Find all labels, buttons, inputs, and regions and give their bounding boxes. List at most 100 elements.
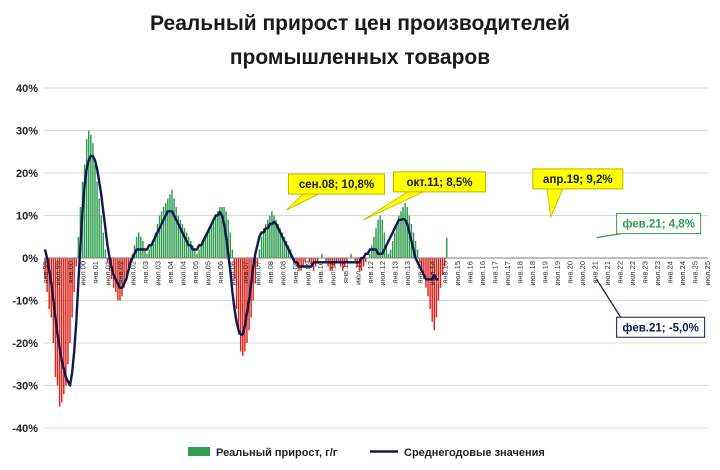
bar (194, 249, 196, 258)
bar (308, 258, 311, 263)
bar (198, 249, 200, 258)
bar (267, 219, 269, 258)
callout: окт.11; 8,5% (363, 171, 487, 221)
bar (346, 258, 348, 263)
bar (206, 232, 209, 258)
x-tick-label: июл.14 (428, 261, 437, 285)
bar (283, 236, 286, 258)
x-tick-label: янв.09 (291, 261, 300, 284)
bar (212, 219, 215, 258)
bar (117, 258, 119, 301)
x-tick-label: янв.17 (491, 261, 500, 284)
bar (221, 207, 223, 258)
x-tick-label: июл.04 (178, 261, 187, 285)
bar (144, 249, 146, 258)
bar (423, 258, 425, 280)
bar (165, 202, 167, 258)
bar (65, 258, 67, 386)
bar (354, 258, 356, 263)
bar (140, 236, 142, 258)
bar (362, 258, 365, 267)
bar (185, 232, 188, 258)
bar (58, 258, 61, 407)
x-tick-label: июл.19 (553, 261, 562, 285)
bar (177, 215, 179, 258)
bar (271, 211, 273, 258)
x-axis-ticks: янв.99 июл.99 янв.00 июл.00 янв.01 июл.01 янв.… (41, 261, 712, 285)
bar (433, 258, 436, 331)
y-tick-label: -40% (12, 423, 38, 435)
bar (239, 258, 242, 352)
bar (83, 164, 86, 258)
bar (77, 236, 80, 258)
x-tick-label: янв.01 (91, 261, 100, 284)
bar (331, 258, 334, 271)
bar (337, 258, 340, 263)
x-tick-label: июл.09 (303, 261, 312, 285)
x-tick-label: янв.19 (541, 261, 550, 284)
bar (300, 258, 302, 271)
bar (242, 258, 244, 356)
bar (358, 258, 361, 271)
y-tick-label: 10% (16, 211, 38, 223)
bar (369, 253, 371, 258)
bar (275, 219, 277, 258)
bar (46, 258, 48, 292)
bar (208, 228, 211, 258)
x-tick-label: июл.25 (703, 261, 712, 285)
x-tick-label: июл.18 (528, 261, 537, 285)
x-tick-label: июл.23 (653, 261, 662, 285)
bar (219, 207, 221, 258)
bar (398, 215, 400, 258)
bar (171, 190, 173, 258)
callout-label: апр.19; 9,2% (543, 174, 613, 186)
x-tick-label: июл.21 (603, 261, 612, 285)
bar (102, 232, 105, 258)
x-tick-label: янв.20 (566, 261, 575, 284)
bar (100, 215, 102, 258)
bar (264, 224, 267, 258)
bar (148, 249, 150, 258)
legend-label-line: Среднегодовые значения (404, 447, 545, 459)
chart-title-line1: Реальный прирост цен производителей (150, 12, 570, 35)
callout-pointer (286, 193, 319, 211)
bar (56, 258, 59, 386)
callout-box (287, 173, 385, 195)
x-tick-label: янв.10 (316, 261, 325, 284)
bar (108, 258, 111, 271)
x-tick-label: июл.06 (228, 261, 237, 285)
average-line (43, 154, 439, 387)
bar (371, 245, 373, 258)
bar (94, 164, 96, 258)
bar (416, 249, 419, 258)
bar (389, 249, 392, 258)
x-tick-label: июл.24 (678, 261, 687, 285)
x-tick-label: янв.07 (241, 261, 250, 284)
bar (127, 258, 130, 271)
bar (418, 258, 421, 263)
bar (92, 143, 94, 258)
callout-box (532, 168, 624, 190)
bar (364, 258, 367, 263)
x-tick-label: янв.00 (66, 261, 75, 284)
bar (156, 224, 159, 258)
bar (196, 253, 198, 258)
bar (125, 258, 127, 280)
bar (75, 258, 77, 267)
bar (217, 211, 219, 258)
bar (162, 207, 165, 258)
x-tick-label: июл.01 (103, 261, 112, 285)
bar (115, 258, 117, 292)
x-tick-label: июл.03 (153, 261, 162, 285)
x-tick-label: янв.02 (116, 261, 125, 284)
bar (181, 224, 184, 258)
bar (279, 228, 281, 258)
x-tick-label: янв.04 (166, 261, 175, 284)
callout-pointer (546, 188, 564, 219)
bar (406, 207, 408, 258)
bar (325, 258, 327, 263)
bar (121, 258, 123, 297)
bar (104, 249, 107, 258)
legend: Реальный прирост, г/г Среднегодовые знач… (188, 447, 545, 459)
